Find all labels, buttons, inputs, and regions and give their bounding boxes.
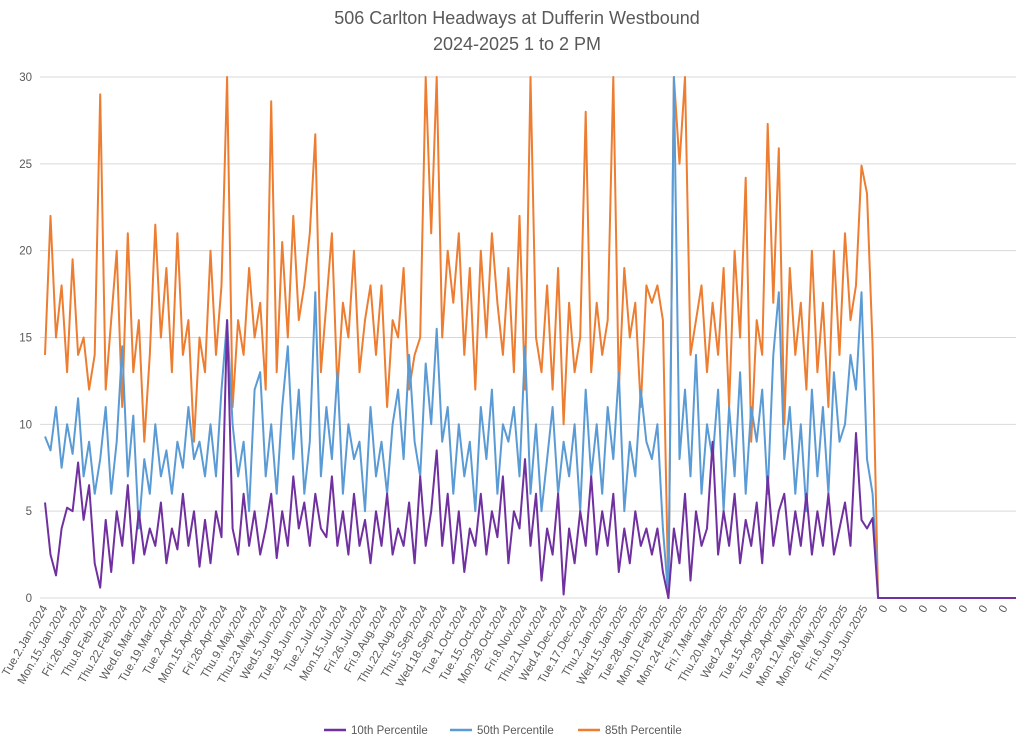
x-tick-label: 0 xyxy=(937,604,951,616)
legend-label: 85th Percentile xyxy=(605,725,682,737)
legend-label: 10th Percentile xyxy=(351,725,428,737)
series-line-50th xyxy=(44,76,1016,599)
y-tick-label: 15 xyxy=(19,333,32,345)
y-tick-label: 25 xyxy=(19,159,32,171)
x-tick-label: 0 xyxy=(977,604,991,616)
legend-item: 10th Percentile xyxy=(324,725,428,737)
legend: 10th Percentile 50th Percentile 85th Perce… xyxy=(324,725,682,737)
y-axis: 0 5 10 15 20 25 30 xyxy=(19,72,32,605)
x-tick-label: 0 xyxy=(917,604,931,616)
y-tick-label: 30 xyxy=(19,72,32,84)
x-tick-label: 0 xyxy=(897,604,911,616)
legend-item: 50th Percentile xyxy=(450,725,554,737)
x-tick-label: 0 xyxy=(957,604,971,616)
y-tick-label: 5 xyxy=(26,506,32,518)
legend-item: 85th Percentile xyxy=(578,725,682,737)
y-tick-label: 20 xyxy=(19,246,32,258)
chart-title: 506 Carlton Headways at Dufferin Westbou… xyxy=(334,8,700,28)
plot-area xyxy=(44,76,1016,599)
y-tick-label: 10 xyxy=(19,419,32,431)
chart-subtitle: 2024-2025 1 to 2 PM xyxy=(433,34,601,54)
legend-label: 50th Percentile xyxy=(477,725,554,737)
x-axis: Tue.2.Jan.2024Mon.15.Jan.2024Fri.26.Jan.… xyxy=(0,603,1010,689)
series-line-10th xyxy=(44,319,1016,599)
x-tick-label: 0 xyxy=(877,604,891,616)
x-tick-label: 0 xyxy=(997,604,1011,616)
series-line-85th xyxy=(44,76,1016,599)
y-tick-label: 0 xyxy=(26,593,32,605)
